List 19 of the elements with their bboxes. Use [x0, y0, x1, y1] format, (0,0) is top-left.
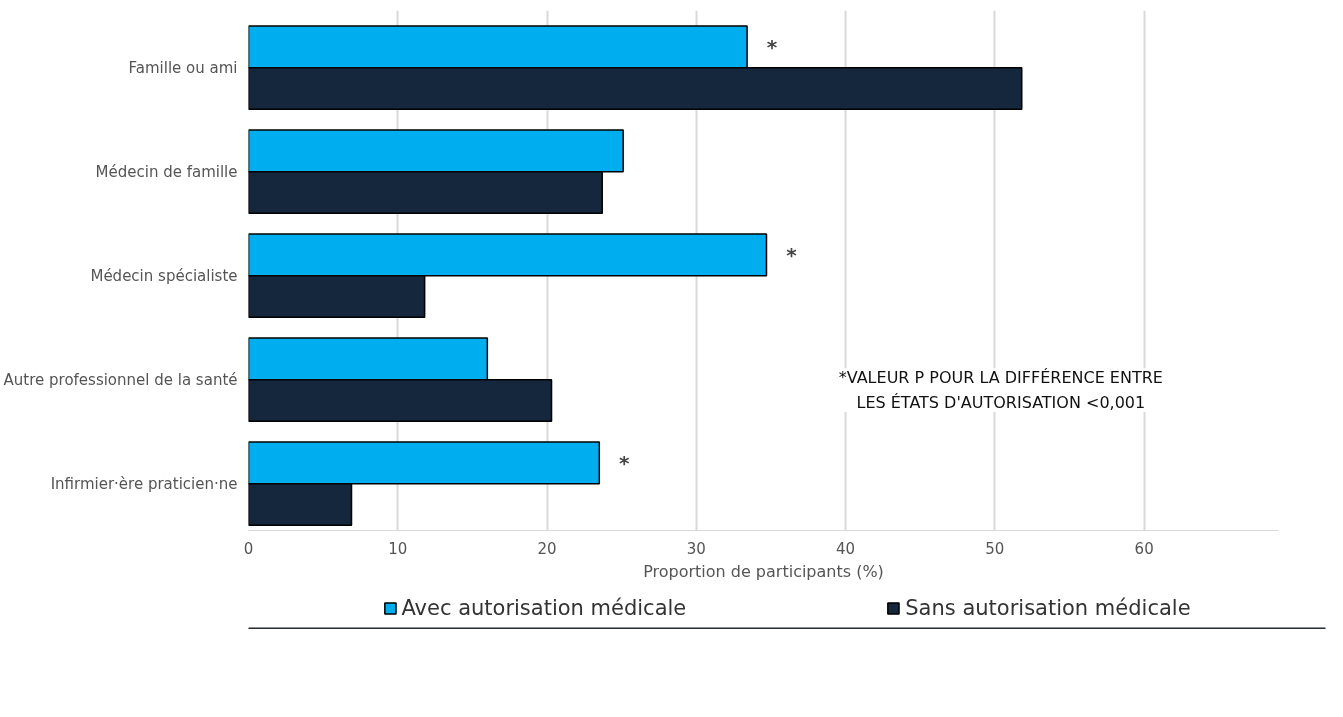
y-tick-label: Infirmier·ère praticien·ne — [50, 474, 238, 493]
x-tick-label: 10 — [388, 539, 408, 558]
legend-label: Sans autorisation médicale — [905, 596, 1191, 620]
legend-label: Avec autorisation médicale — [401, 596, 687, 620]
x-tick-label: 50 — [985, 539, 1005, 558]
x-tick-label: 40 — [836, 539, 856, 558]
x-tick-label: 30 — [686, 539, 706, 558]
x-tick-label: 60 — [1134, 539, 1154, 558]
annotation: * — [786, 242, 798, 267]
annotation: *VALEUR P POUR LA DIFFÉRENCE ENTRE LES ÉTATS D'AUTORISATION <0,001 — [838, 368, 1163, 412]
x-tick-label: 0 — [243, 539, 254, 558]
x-axis-title: Proportion de participants (%) — [643, 561, 884, 581]
annotation: * — [619, 450, 631, 475]
y-tick-label: Famille ou ami — [128, 58, 238, 77]
y-tick-label: Autre professionnel de la santé — [3, 370, 238, 389]
y-tick-label: Médecin spécialiste — [90, 266, 238, 285]
y-tick-label: Médecin de famille — [95, 162, 238, 181]
x-tick-label: 20 — [537, 539, 557, 558]
annotation: * — [766, 34, 778, 59]
